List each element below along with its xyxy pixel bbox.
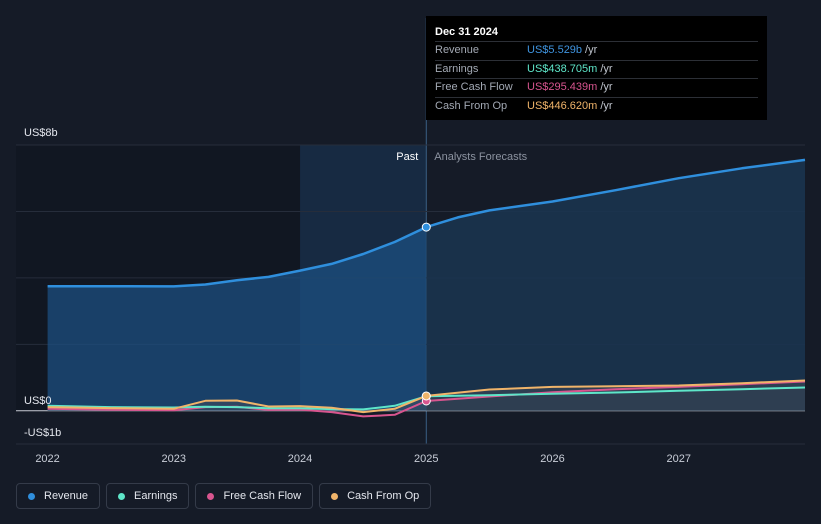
tooltip-unit: /yr xyxy=(600,99,613,112)
tooltip-value: US$438.705m xyxy=(527,62,598,75)
legend-item-revenue[interactable]: Revenue xyxy=(16,483,101,509)
x-tick-label: 2025 xyxy=(414,453,438,465)
revenue-marker xyxy=(421,222,431,232)
tooltip-value: US$295.439m xyxy=(527,81,598,93)
legend-dot-icon xyxy=(118,492,126,500)
revenue-line xyxy=(47,158,806,288)
x-tick-label: 2026 xyxy=(540,453,564,465)
hover-tooltip: Dec 31 2024 Revenue US$5.529b /yr Earnin… xyxy=(426,16,767,120)
legend-label: Free Cash Flow xyxy=(223,490,302,502)
y-label-bottom: -US$1b xyxy=(24,427,61,439)
legend: Revenue Earnings Free Cash Flow Cash Fro… xyxy=(16,483,432,509)
legend-label: Cash From Op xyxy=(347,490,420,502)
legend-dot-icon xyxy=(28,492,35,500)
x-tick-label: 2027 xyxy=(667,453,691,465)
tooltip-unit: /yr xyxy=(585,44,598,56)
tooltip-row-revenue: Revenue US$5.529b /yr xyxy=(435,41,758,60)
legend-item-free-cash-flow[interactable]: Free Cash Flow xyxy=(195,483,314,509)
legend-item-earnings[interactable]: Earnings xyxy=(106,483,190,509)
legend-label: Earnings xyxy=(134,490,178,502)
forecast-label: Analysts Forecasts xyxy=(434,151,527,163)
tooltip-label: Free Cash Flow xyxy=(435,81,513,93)
tooltip-row-cash-from-op: Cash From Op US$446.620m /yr xyxy=(435,96,758,116)
revenue-area-past xyxy=(47,227,427,411)
legend-item-cash-from-op[interactable]: Cash From Op xyxy=(319,483,432,509)
hover-markers xyxy=(421,222,431,406)
axis-text: US$8b US$0 -US$1b 2022 2023 2024 2025 2026 2027 P… xyxy=(24,127,691,465)
earnings-line xyxy=(47,386,806,411)
y-label-top: US$8b xyxy=(24,127,58,139)
cash-from-op-line xyxy=(47,379,806,414)
tooltip-value: US$446.620m xyxy=(527,99,598,112)
x-tick-label: 2023 xyxy=(162,453,186,465)
tooltip-row-free-cash-flow: Free Cash Flow US$295.439m /yr xyxy=(435,78,758,97)
y-label-zero: US$0 xyxy=(24,395,52,407)
tooltip-label: Cash From Op xyxy=(435,99,508,112)
legend-dot-icon xyxy=(207,492,215,500)
legend-label: Revenue xyxy=(44,490,89,502)
tooltip-label: Revenue xyxy=(435,44,480,56)
tooltip-unit: /yr xyxy=(600,62,613,75)
revenue-area-forecast xyxy=(426,159,805,411)
tooltip-label: Earnings xyxy=(435,62,479,75)
x-tick-label: 2024 xyxy=(288,453,312,465)
free-cash-flow-line xyxy=(47,380,806,418)
cash-from-op-marker xyxy=(421,391,431,401)
tooltip-date: Dec 31 2024 xyxy=(435,26,498,38)
x-tick-label: 2022 xyxy=(35,453,59,465)
series-lines xyxy=(47,158,806,418)
tooltip-value: US$5.529b xyxy=(527,44,583,56)
tooltip-row-earnings: Earnings US$438.705m /yr xyxy=(435,59,758,79)
tooltip-unit: /yr xyxy=(600,81,613,93)
legend-dot-icon xyxy=(331,492,339,500)
past-label: Past xyxy=(396,151,418,163)
